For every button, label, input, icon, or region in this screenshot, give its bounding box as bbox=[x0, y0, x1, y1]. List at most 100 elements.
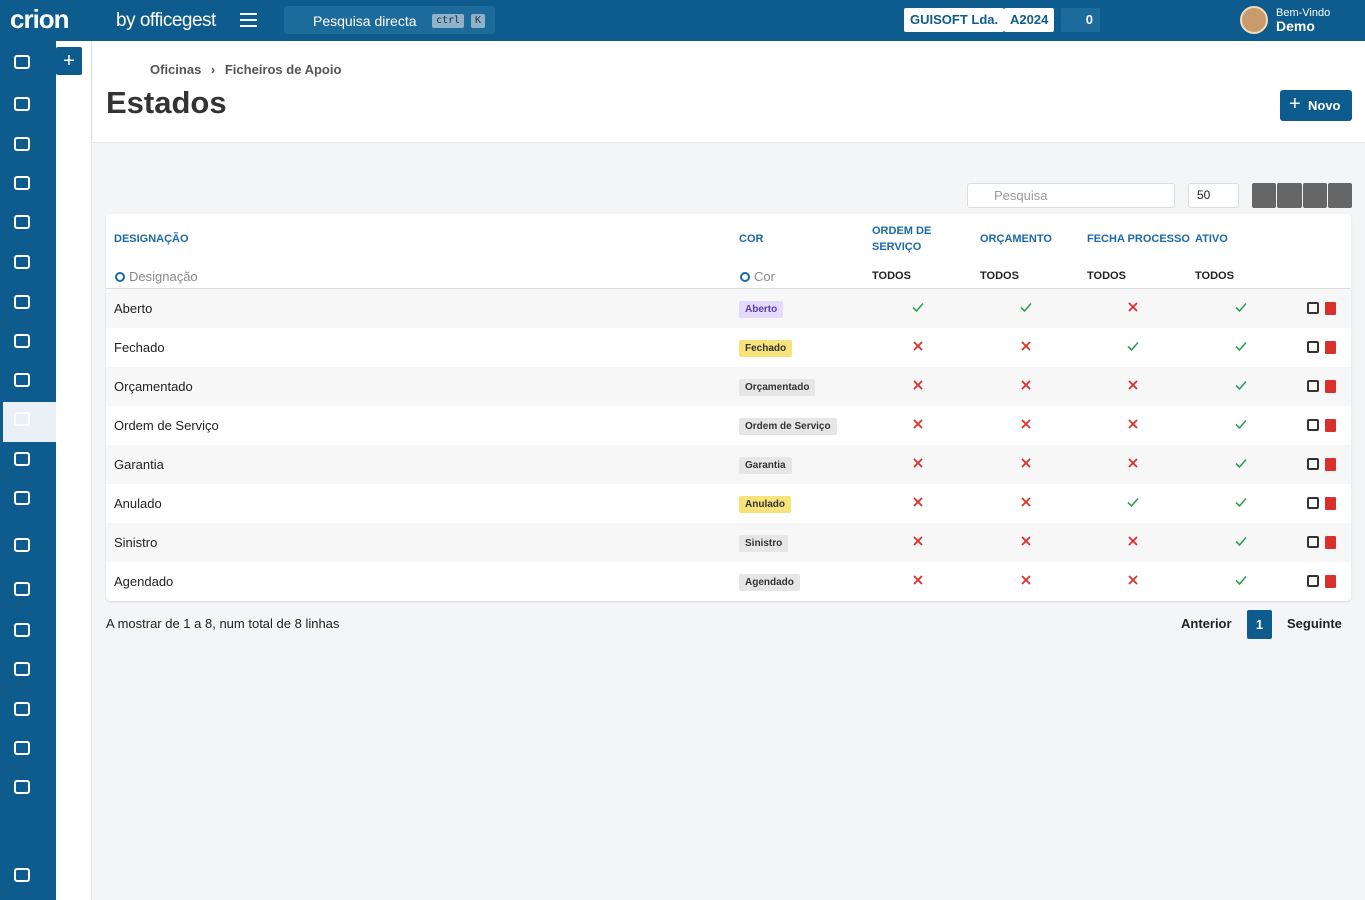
next[interactable]: Seguinte bbox=[1287, 616, 1342, 631]
year[interactable]: A2024 bbox=[1004, 8, 1055, 32]
company[interactable]: GUISOFT Lda. bbox=[904, 8, 1005, 32]
column-header[interactable]: DESIGNAÇÃO bbox=[114, 233, 189, 245]
row: Anulado Anulado bbox=[106, 484, 1351, 523]
nav-icon[interactable] bbox=[14, 780, 30, 794]
nav-icon[interactable] bbox=[14, 137, 30, 151]
avatar[interactable] bbox=[1240, 6, 1268, 34]
column-header[interactable]: ORDEM DE SERVIÇO bbox=[872, 225, 932, 253]
edit[interactable] bbox=[1307, 302, 1319, 314]
prev[interactable]: Anterior bbox=[1181, 616, 1232, 631]
breadcrumb: Oficinas › Ficheiros de Apoio bbox=[150, 62, 342, 77]
cross bbox=[1128, 380, 1138, 390]
cross bbox=[913, 341, 923, 351]
edit[interactable] bbox=[1307, 341, 1319, 353]
edit[interactable] bbox=[1307, 575, 1319, 587]
add-button[interactable]: + bbox=[56, 47, 82, 75]
btn[interactable] bbox=[1252, 183, 1277, 208]
column-header[interactable]: FECHA PROCESSO bbox=[1087, 233, 1190, 245]
delete[interactable] bbox=[1325, 536, 1336, 549]
nav-icon[interactable] bbox=[14, 295, 30, 309]
actions bbox=[1300, 458, 1351, 471]
designation: Agendado bbox=[114, 574, 174, 589]
crumb[interactable]: Oficinas bbox=[150, 62, 202, 77]
cross bbox=[1021, 419, 1031, 429]
page-size[interactable]: 50 bbox=[1188, 183, 1239, 208]
check bbox=[1235, 341, 1247, 352]
filter[interactable]: TODOS bbox=[1087, 270, 1126, 282]
page-number[interactable]: 1 bbox=[1247, 610, 1272, 639]
column-header[interactable]: ORÇAMENTO bbox=[980, 233, 1052, 245]
column-header[interactable]: ATIVO bbox=[1195, 233, 1228, 245]
edit[interactable] bbox=[1307, 380, 1319, 392]
nav-icon[interactable] bbox=[14, 662, 30, 676]
nav-icon[interactable] bbox=[14, 741, 30, 755]
btn[interactable] bbox=[1327, 183, 1352, 208]
filter[interactable]: Cor bbox=[739, 269, 872, 284]
nav-icon[interactable] bbox=[14, 452, 30, 466]
logo[interactable]: crion bbox=[10, 4, 70, 34]
cross bbox=[913, 380, 923, 390]
actions bbox=[1300, 302, 1351, 315]
nav-icon[interactable] bbox=[14, 491, 30, 505]
edit[interactable] bbox=[1307, 497, 1319, 509]
color-cell: Sinistro bbox=[739, 534, 872, 552]
actions bbox=[1300, 341, 1351, 354]
nav-icon[interactable] bbox=[14, 215, 30, 229]
btn[interactable] bbox=[1302, 183, 1327, 208]
edit[interactable] bbox=[1307, 536, 1319, 548]
delete[interactable] bbox=[1325, 341, 1336, 354]
nav-icon[interactable] bbox=[14, 334, 30, 348]
nav-icon[interactable] bbox=[14, 412, 30, 426]
menu-toggle[interactable] bbox=[240, 13, 257, 27]
edit[interactable] bbox=[1307, 419, 1319, 431]
kbd: ctrl bbox=[432, 14, 465, 28]
column-header[interactable]: COR bbox=[739, 233, 764, 245]
cross bbox=[1128, 575, 1138, 585]
nav-icon[interactable] bbox=[14, 55, 30, 69]
row: Fechado Fechado bbox=[106, 328, 1351, 367]
tasks[interactable]: 0 bbox=[1061, 8, 1100, 32]
flag-cell bbox=[1195, 496, 1300, 511]
user[interactable]: Demo bbox=[1276, 18, 1315, 34]
flag-cell bbox=[872, 379, 980, 394]
cross bbox=[1128, 302, 1138, 312]
delete[interactable] bbox=[1325, 419, 1336, 432]
nav-icon[interactable] bbox=[14, 538, 30, 552]
designation: Ordem de Serviço bbox=[114, 418, 219, 433]
table-search[interactable]: Pesquisa bbox=[967, 183, 1175, 208]
check bbox=[912, 302, 924, 313]
nav-icon[interactable] bbox=[14, 373, 30, 387]
table: DESIGNAÇÃO COR ORDEM DE SERVIÇO ORÇAMENTO FE… bbox=[106, 214, 1351, 601]
global-search[interactable]: Pesquisa directa ctrl K bbox=[284, 6, 495, 34]
filter[interactable]: TODOS bbox=[1195, 270, 1234, 282]
nav-icon[interactable] bbox=[14, 868, 30, 882]
nav-icon[interactable] bbox=[14, 255, 30, 269]
nav-icon[interactable] bbox=[14, 623, 30, 637]
flag-cell bbox=[1195, 340, 1300, 355]
btn[interactable] bbox=[1277, 183, 1302, 208]
nav-icon[interactable] bbox=[14, 176, 30, 190]
delete[interactable] bbox=[1325, 497, 1336, 510]
flag-cell bbox=[980, 379, 1087, 394]
flag-cell bbox=[1087, 496, 1195, 511]
filter[interactable]: Designação bbox=[114, 269, 739, 284]
tag: Sinistro bbox=[739, 534, 789, 552]
delete[interactable] bbox=[1325, 458, 1336, 471]
designation: Anulado bbox=[114, 496, 162, 511]
delete[interactable] bbox=[1325, 575, 1336, 588]
nav-icon[interactable] bbox=[14, 97, 30, 111]
filter[interactable]: TODOS bbox=[872, 270, 911, 282]
flag-cell bbox=[1087, 574, 1195, 589]
nav-icon[interactable] bbox=[14, 702, 30, 716]
nav-icon[interactable] bbox=[14, 582, 30, 596]
delete[interactable] bbox=[1325, 302, 1336, 315]
edit[interactable] bbox=[1307, 458, 1319, 470]
crumb[interactable]: Ficheiros de Apoio bbox=[224, 62, 342, 77]
filter[interactable]: TODOS bbox=[980, 270, 1019, 282]
delete[interactable] bbox=[1325, 380, 1336, 393]
flag-cell bbox=[980, 457, 1087, 472]
sidebar bbox=[0, 41, 56, 900]
new-button[interactable]: Novo bbox=[1280, 89, 1352, 121]
